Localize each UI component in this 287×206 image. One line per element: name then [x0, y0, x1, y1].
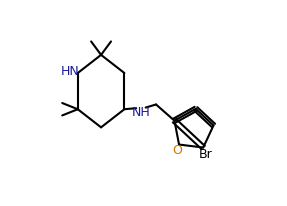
Text: O: O: [172, 143, 182, 156]
Text: NH: NH: [131, 106, 150, 119]
Text: Br: Br: [199, 147, 213, 160]
Text: HN: HN: [61, 65, 79, 78]
